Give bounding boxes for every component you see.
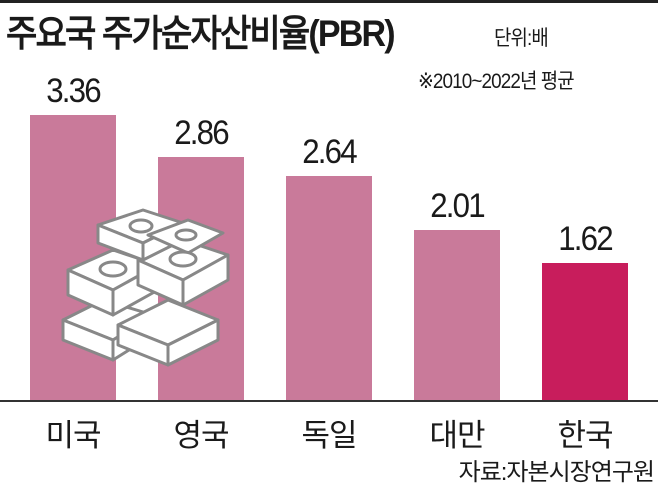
category-label-de: 독일: [301, 418, 357, 453]
bar-de: [286, 176, 372, 400]
bar-kr: [542, 263, 628, 400]
value-label-us: 3.36: [46, 72, 101, 110]
source-note: 자료:자본시장연구원: [458, 459, 655, 486]
category-label-tw: 대만: [429, 418, 485, 453]
top-rule: [0, 0, 658, 3]
unit-label: 단위:배: [494, 27, 549, 50]
period-note: ※2010~2022년 평균: [418, 70, 575, 93]
value-label-uk: 2.86: [174, 114, 229, 152]
category-label-uk: 영국: [173, 418, 229, 453]
category-label-us: 미국: [45, 418, 101, 453]
value-label-tw: 2.01: [430, 187, 485, 225]
chart-title: 주요국 주가순자산비율(PBR): [6, 13, 396, 54]
bar-tw: [414, 230, 500, 400]
money-stack-icon: [61, 208, 230, 367]
value-label-de: 2.64: [302, 133, 357, 171]
value-label-kr: 1.62: [558, 220, 613, 258]
x-axis-baseline: [0, 400, 658, 402]
category-label-kr: 한국: [557, 418, 613, 453]
